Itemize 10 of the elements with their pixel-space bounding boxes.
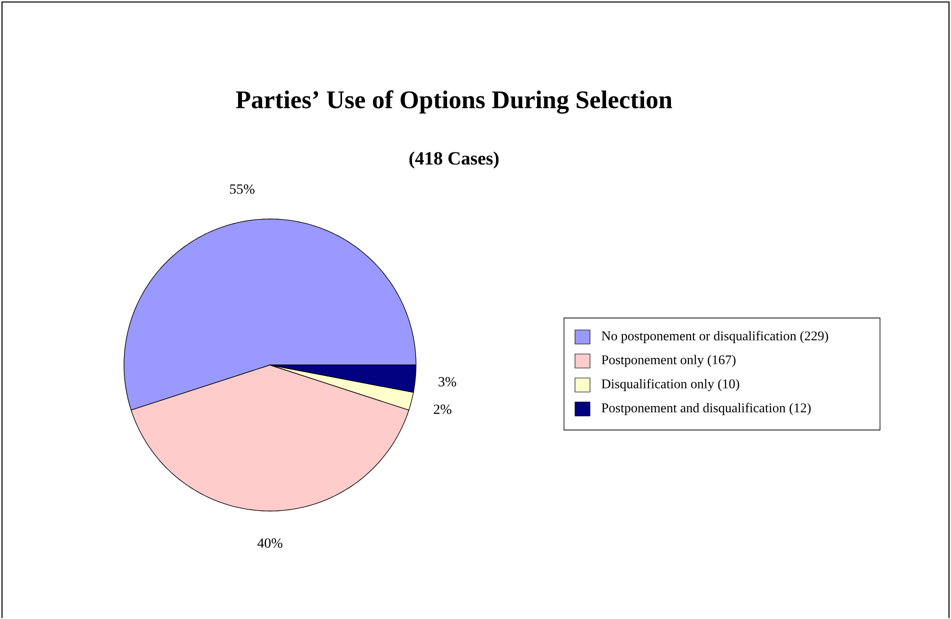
data-label: 2%: [434, 404, 452, 414]
legend-label: Disqualification only (10): [602, 379, 740, 392]
data-label: 3%: [438, 377, 456, 387]
chart-subtitle: (418 Cases): [409, 152, 499, 169]
data-label: 55%: [230, 184, 254, 194]
legend-label: Postponement only (167): [602, 355, 736, 368]
legend-label: Postponement and disqualification (12): [602, 403, 811, 416]
chart-title: Parties’ Use of Options During Selection: [236, 90, 672, 114]
data-label: 40%: [257, 538, 282, 548]
legend-label: No postponement or disqualification (229): [602, 331, 828, 344]
